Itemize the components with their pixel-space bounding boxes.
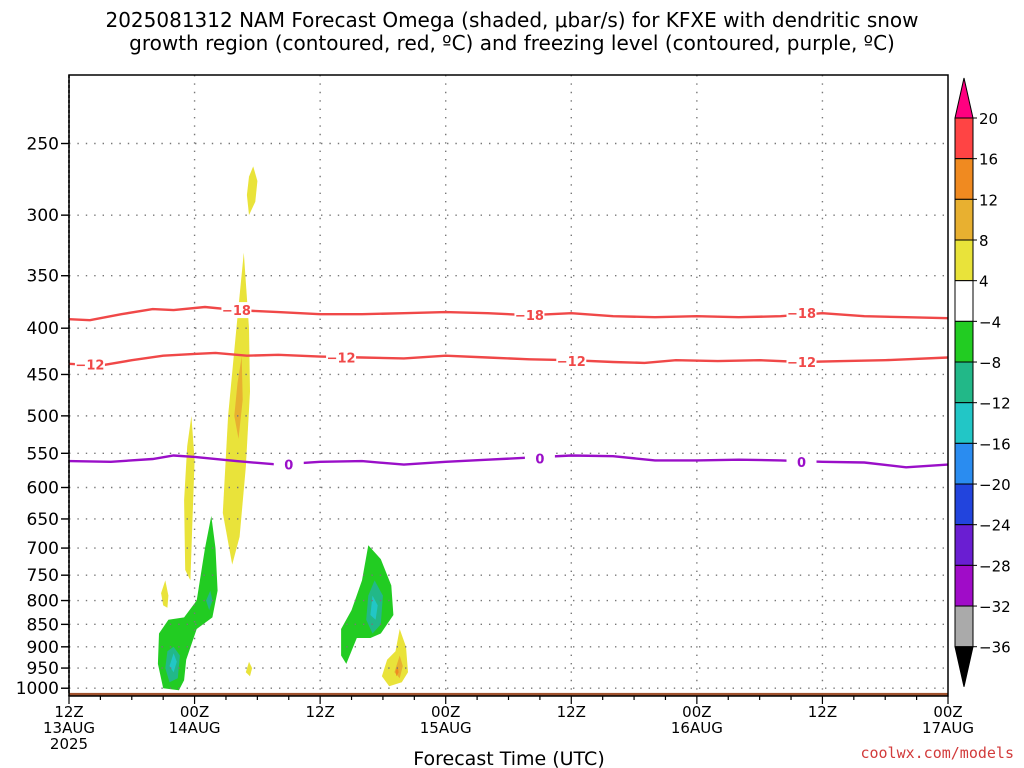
- isotherm-label-2-1: 0: [535, 452, 544, 467]
- x-tick-label-7-1: 17AUG: [922, 719, 974, 737]
- y-tick-label-400: 400: [27, 319, 59, 339]
- x-tick-label-1-0: 00Z: [180, 703, 209, 721]
- y-tick-label-700: 700: [27, 539, 59, 559]
- omega-region-4: [161, 580, 169, 608]
- isotherm-label-1-0: −12: [75, 359, 104, 374]
- colorbar-band-2: [954, 158, 974, 200]
- y-tick-label-600: 600: [27, 479, 59, 499]
- chart-title-line2: growth region (contoured, red, ºC) and f…: [129, 31, 895, 55]
- isotherm-label-bg: [74, 356, 105, 373]
- colorbar-band-4: [954, 239, 974, 282]
- isotherm-label-bg: [514, 307, 545, 324]
- colorbar-band-13: [954, 605, 974, 648]
- y-tick-label-500: 500: [27, 407, 59, 427]
- omega-region-5: [157, 515, 218, 691]
- colorbar-tick-1: 16: [979, 151, 998, 169]
- chart-title-line1: 2025081312 NAM Forecast Omega (shaded, μ…: [105, 8, 919, 32]
- isotherm-label-bg: [326, 349, 357, 366]
- colorbar-band-7: [954, 361, 974, 404]
- isotherm-label-bg: [273, 456, 304, 473]
- colorbar-tick-11: −28: [979, 557, 1011, 575]
- colorbar-band-1: [954, 117, 974, 160]
- isotherm-label-0-1: −18: [515, 309, 544, 324]
- y-tick-label-750: 750: [27, 566, 59, 586]
- x-tick-label-3-1: 15AUG: [420, 719, 472, 737]
- x-tick-label-7-0: 00Z: [933, 703, 962, 721]
- omega-region-2: [234, 356, 243, 439]
- y-tick-label-1000: 1000: [16, 679, 59, 699]
- colorbar-tick-6: −8: [979, 354, 1001, 372]
- y-tick-label-350: 350: [27, 267, 59, 287]
- colorbar-band-9: [954, 442, 974, 485]
- colorbar-band-11: [954, 524, 974, 566]
- isotherm-label-0-2: −18: [787, 307, 816, 322]
- colorbar-tick-8: −16: [979, 435, 1011, 453]
- colorbar-tick-5: −4: [979, 313, 1001, 331]
- terrain-band: [69, 692, 948, 696]
- colorbar-tick-0: 20: [979, 110, 998, 128]
- colorbar-band-10: [954, 483, 974, 526]
- colorbar-bottom-arrow: [954, 646, 974, 687]
- colorbar-tick-13: −36: [979, 639, 1011, 657]
- x-tick-label-0-0: 12Z: [54, 703, 83, 721]
- y-tick-label-800: 800: [27, 592, 59, 612]
- isotherm-label-1-1: −12: [327, 352, 356, 367]
- x-tick-label-0-2: 2025: [50, 735, 88, 753]
- x-tick-label-5-0: 00Z: [682, 703, 711, 721]
- y-tick-label-300: 300: [27, 206, 59, 226]
- y-tick-label-900: 900: [27, 638, 59, 658]
- isotherm-label-bg: [786, 305, 817, 322]
- x-axis-label: Forecast Time (UTC): [413, 748, 604, 768]
- y-tick-label-550: 550: [27, 444, 59, 464]
- isotherm-label-bg: [221, 302, 252, 319]
- colorbar-tick-2: 12: [979, 191, 998, 209]
- colorbar-tick-3: 8: [979, 232, 989, 250]
- colorbar-band-6: [954, 320, 974, 363]
- isotherm-label-1-3: −12: [787, 356, 816, 371]
- colorbar-tick-7: −12: [979, 395, 1011, 413]
- omega-region-6: [206, 590, 213, 611]
- colorbar-band-8: [954, 402, 974, 444]
- colorbar-band-12: [954, 564, 974, 607]
- omega-region-12: [370, 595, 378, 620]
- omega-region-9: [245, 661, 253, 677]
- isotherm-label-1-2: −12: [557, 355, 586, 370]
- y-tick-label-450: 450: [27, 365, 59, 385]
- x-tick-label-3-0: 00Z: [431, 703, 460, 721]
- isotherm-label-bg: [786, 453, 817, 470]
- x-tick-label-0-1: 13AUG: [43, 719, 95, 737]
- omega-region-0: [246, 166, 258, 216]
- colorbar-tick-12: −32: [979, 598, 1011, 616]
- x-tick-label-6-0: 12Z: [808, 703, 837, 721]
- x-tick-label-2-0: 12Z: [305, 703, 334, 721]
- isotherm-line-1: [69, 351, 948, 367]
- colorbar-tick-10: −24: [979, 517, 1011, 535]
- x-tick-label-1-1: 14AUG: [169, 719, 221, 737]
- y-tick-label-650: 650: [27, 510, 59, 530]
- y-tick-label-850: 850: [27, 615, 59, 635]
- omega-region-13: [381, 629, 408, 687]
- colorbar-tick-9: −20: [979, 476, 1011, 494]
- omega-region-8: [169, 653, 177, 673]
- isotherm-label-0-0: −18: [222, 304, 251, 319]
- colorbar-band-3: [954, 198, 974, 241]
- isotherm-label-bg: [556, 353, 587, 370]
- isotherm-label-2-2: 0: [797, 456, 806, 471]
- x-tick-label-4-0: 12Z: [557, 703, 586, 721]
- colorbar-band-5: [954, 280, 974, 322]
- y-tick-label-950: 950: [27, 659, 59, 679]
- isotherm-label-bg: [786, 354, 817, 371]
- isotherm-label-2-0: 0: [284, 459, 293, 474]
- colorbar-top-arrow: [954, 77, 974, 119]
- y-tick-label-250: 250: [27, 135, 59, 155]
- isotherm-label-bg: [524, 450, 555, 467]
- x-tick-label-5-1: 16AUG: [671, 719, 723, 737]
- colorbar-tick-4: 4: [979, 273, 989, 291]
- credit-url[interactable]: coolwx.com/models: [860, 744, 1014, 762]
